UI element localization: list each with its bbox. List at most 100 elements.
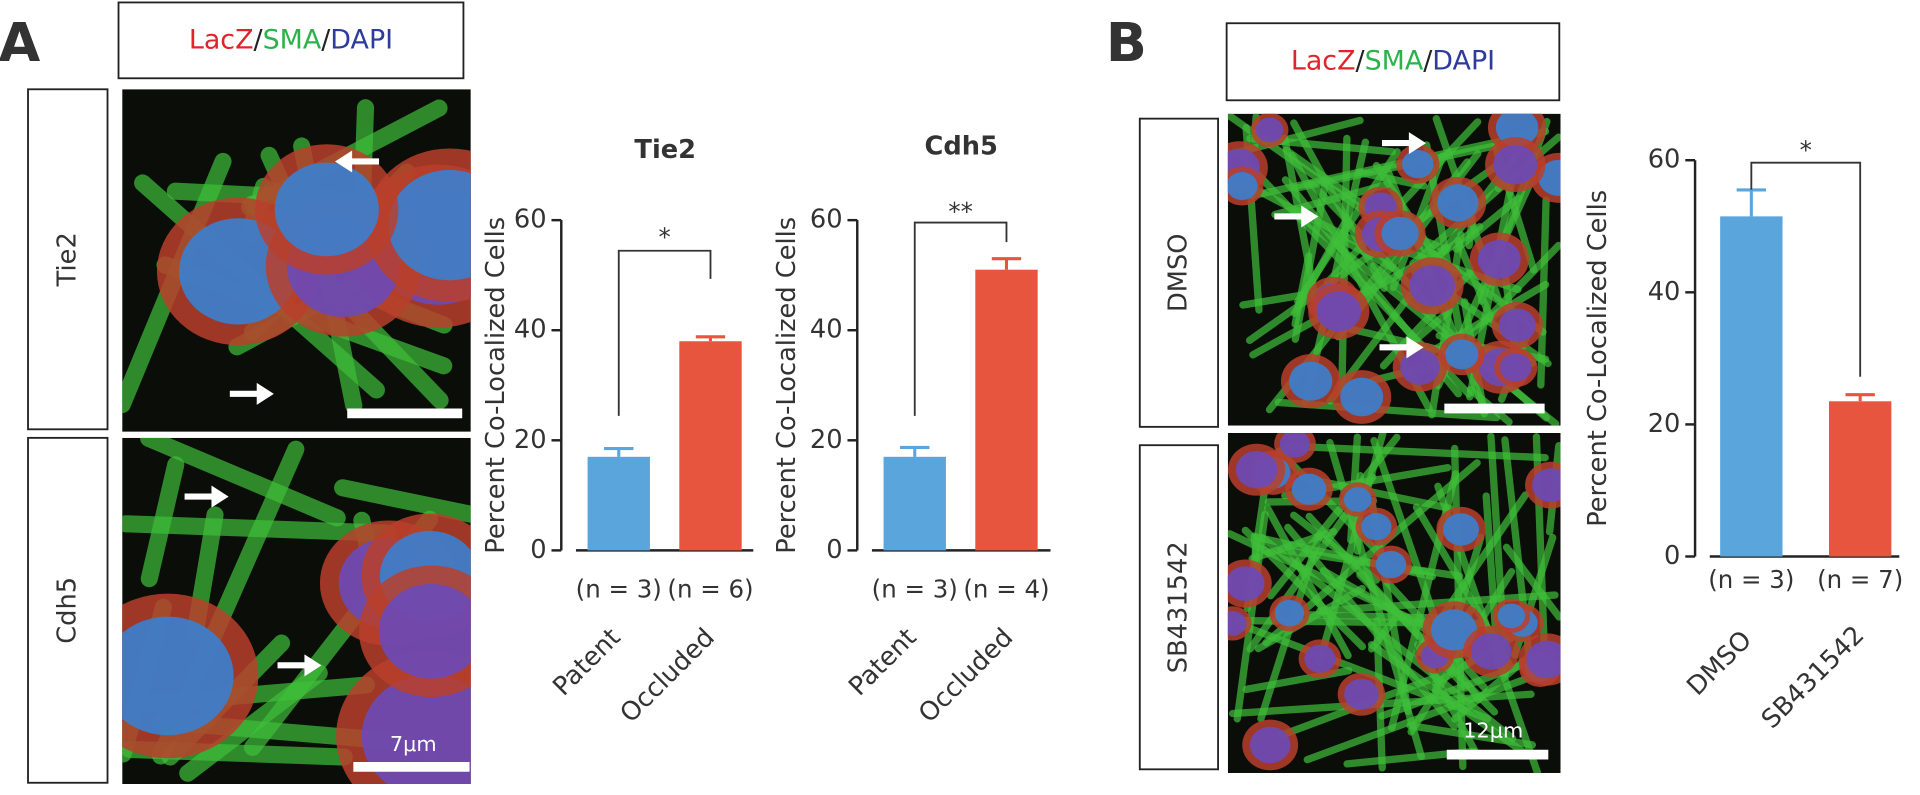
legend-entry: /: [321, 24, 331, 55]
significance-bracket: [617, 249, 712, 416]
nucleus: [1274, 599, 1305, 627]
nucleus: [1227, 172, 1258, 201]
n-label: (n = 6): [667, 575, 753, 604]
legend-entry: /: [1356, 45, 1366, 76]
y-axis-label: Percent Co-Localized Cells: [1583, 190, 1613, 527]
nucleus: [1343, 487, 1372, 512]
legend: LacZ/SMA/DAPI: [1291, 45, 1495, 76]
row-label-box: [1138, 444, 1219, 771]
y-tick-label: 0: [530, 535, 546, 565]
nucleus: [1381, 216, 1419, 251]
row-label: DMSO: [1163, 234, 1193, 312]
significance-label: *: [659, 222, 671, 251]
y-tick-label: 60: [514, 205, 547, 235]
legend-entry: SMA: [1365, 45, 1424, 76]
nucleus: [1304, 644, 1336, 673]
nucleus: [1249, 726, 1291, 764]
y-tick-label: 40: [810, 315, 843, 345]
nucleus: [1477, 240, 1521, 279]
row-label-box: [1138, 117, 1219, 428]
nucleus: [1227, 611, 1247, 636]
nucleus: [1443, 513, 1480, 546]
nucleus: [388, 169, 471, 281]
micrograph-content: [1227, 432, 1561, 773]
y-tick-label: 60: [810, 205, 843, 235]
nucleus: [361, 674, 471, 784]
micrograph: [1227, 113, 1561, 426]
n-label: (n = 3): [576, 575, 662, 604]
bar: [975, 269, 1038, 551]
row-label: Tie2: [52, 232, 82, 287]
row-label-box: [27, 436, 109, 784]
nucleus: [1316, 291, 1362, 332]
arrow-head: [304, 654, 322, 677]
fiber: [1303, 671, 1539, 764]
panel-label: B: [1106, 11, 1147, 74]
micrograph-content: [1227, 113, 1561, 426]
fiber: [1537, 196, 1550, 389]
y-tick-label: 40: [1648, 277, 1681, 307]
nucleus: [1445, 339, 1479, 370]
y-axis-label: Percent Co-Localized Cells: [772, 217, 802, 554]
error-bar: [604, 447, 634, 457]
n-label: (n = 3): [1708, 565, 1794, 594]
bar: [1828, 401, 1892, 557]
nucleus: [1493, 144, 1538, 185]
legend-entry: LacZ: [189, 24, 254, 55]
legend-entry: DAPI: [1432, 45, 1495, 76]
bar: [587, 456, 650, 551]
legend: LacZ/SMA/DAPI: [189, 24, 393, 55]
row-label-box: [27, 88, 109, 431]
nucleus: [1437, 184, 1479, 222]
fiber: [1284, 442, 1549, 462]
y-axis-label: Percent Co-Localized Cells: [481, 217, 511, 554]
fiber: [1355, 168, 1428, 190]
fiber: [1271, 180, 1392, 219]
legend-box: [1225, 22, 1561, 102]
micrograph: [122, 89, 471, 432]
x-tick-label: Patent: [547, 623, 626, 702]
micrograph-content: [122, 437, 471, 784]
fiber: [1284, 523, 1459, 731]
fiber: [1412, 307, 1453, 343]
micrograph: [1227, 432, 1561, 773]
fiber: [140, 437, 346, 527]
error-bar: [991, 257, 1022, 270]
nucleus: [1227, 566, 1265, 601]
row-label: Cdh5: [52, 577, 82, 644]
nucleus: [378, 583, 471, 679]
fiber: [1406, 721, 1537, 749]
nucleus: [1498, 308, 1536, 342]
y-tick-label: 0: [826, 535, 842, 565]
nucleus: [1279, 432, 1311, 458]
nucleus: [1470, 633, 1512, 670]
nucleus: [1402, 149, 1434, 179]
scale-bar-label: 12μm: [1463, 718, 1523, 742]
arrow-head: [335, 150, 353, 173]
bar: [883, 456, 946, 551]
y-tick-label: 20: [1648, 409, 1681, 439]
nucleus: [274, 162, 379, 257]
error-bar: [1845, 393, 1875, 402]
arrow-head: [256, 382, 274, 405]
x-tick-label: Occluded: [615, 623, 721, 729]
nucleus: [1431, 609, 1477, 651]
legend-box: [117, 1, 465, 80]
fiber: [1406, 566, 1429, 575]
x-tick-label: SB431542: [1756, 620, 1870, 734]
nucleus: [1235, 450, 1278, 489]
significance-label: *: [1800, 136, 1812, 165]
error-bar: [695, 335, 726, 342]
nucleus: [1497, 603, 1526, 629]
scale-bar-label: 7μm: [390, 732, 437, 756]
y-tick-label: 40: [514, 315, 547, 345]
micrograph-content: [122, 89, 471, 432]
bar: [1720, 216, 1783, 557]
arrow-head: [1406, 336, 1424, 359]
n-label: (n = 3): [872, 575, 958, 604]
panel-label: A: [0, 11, 41, 74]
nucleus: [122, 616, 234, 736]
nucleus: [1375, 550, 1407, 579]
x-tick-label: DMSO: [1681, 625, 1758, 702]
